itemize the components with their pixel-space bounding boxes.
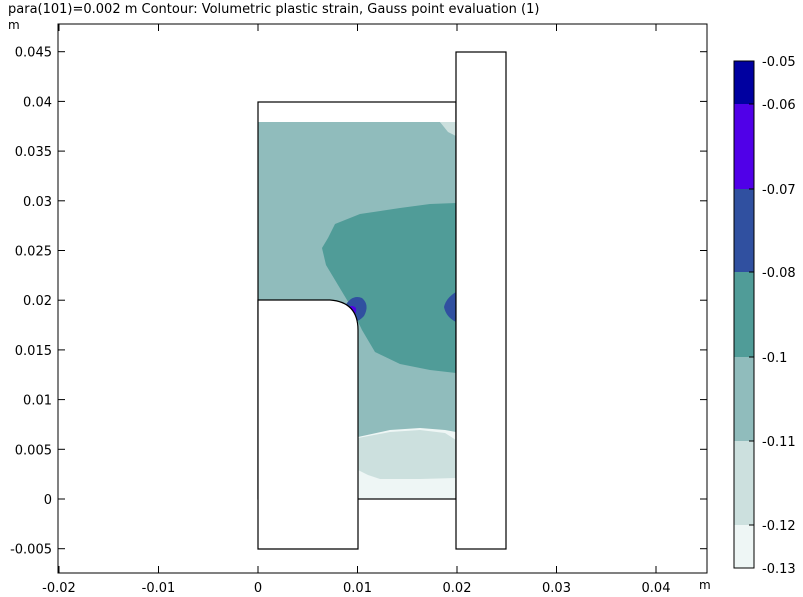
y-tick-label: 0.02: [23, 294, 52, 309]
contour-band-lightteal: [358, 430, 456, 479]
y-tick-label: 0.005: [15, 443, 52, 458]
y-tick-label: 0.025: [15, 245, 52, 260]
y-tick-label: 0.04: [23, 95, 52, 110]
x-axis-unit: m: [699, 578, 711, 592]
x-tick-label: 0.04: [642, 581, 671, 596]
contour-band-corner: [440, 122, 456, 136]
x-tick-label: 0.03: [542, 581, 571, 596]
colorbar-segment: [734, 189, 754, 272]
contour-band-blue-right: [444, 292, 456, 322]
y-tick-label: -0.005: [10, 543, 52, 558]
x-tick-label: 0: [254, 581, 262, 596]
x-tick-label: 0.02: [443, 581, 472, 596]
colorbar-label: -0.1: [762, 351, 787, 366]
colorbar-segment: [734, 61, 754, 104]
colorbar-frame: [733, 60, 755, 569]
colorbar-segment: [734, 525, 754, 568]
y-axis: -0.005 0 0.005 0.01 0.015 0.02 0.025 0.03 0.035 0…: [10, 46, 707, 558]
colorbar-segment: [734, 441, 754, 525]
colorbar-label: -0.11: [762, 435, 796, 450]
x-axis: -0.02 -0.01 0 0.01 0.02 0.03 0.04: [42, 24, 670, 596]
y-tick-label: 0.045: [15, 46, 52, 61]
colorbar-label: -0.07: [762, 183, 796, 198]
y-tick-label: 0.01: [23, 394, 52, 409]
colorbar-label: -0.13: [762, 562, 796, 577]
y-axis-unit: m: [8, 18, 20, 32]
colorbar-segment: [734, 272, 754, 357]
x-tick-label: -0.02: [42, 581, 76, 596]
y-tick-label: 0: [44, 493, 52, 508]
x-tick-label: 0.01: [343, 581, 372, 596]
y-tick-label: 0.035: [15, 145, 52, 160]
colorbar-label: -0.12: [762, 519, 796, 534]
right-plate-outline: [455, 51, 507, 550]
x-tick-label: -0.01: [142, 581, 176, 596]
colorbar-label: -0.08: [762, 266, 796, 281]
punch-outline: [257, 299, 359, 550]
colorbar: -0.05 -0.06 -0.07 -0.08 -0.1 -0.11 -0.12 -0.13: [733, 55, 796, 577]
y-tick-label: 0.03: [23, 195, 52, 210]
colorbar-label: -0.06: [762, 98, 796, 113]
plot-title: para(101)=0.002 m Contour: Volumetric pl…: [8, 2, 540, 17]
colorbar-label: -0.05: [762, 55, 796, 70]
colorbar-segment: [734, 104, 754, 189]
contour-band-core: [322, 203, 456, 373]
colorbar-segment: [734, 357, 754, 441]
geometry-outline-layer: [257, 51, 507, 550]
y-tick-label: 0.015: [15, 344, 52, 359]
